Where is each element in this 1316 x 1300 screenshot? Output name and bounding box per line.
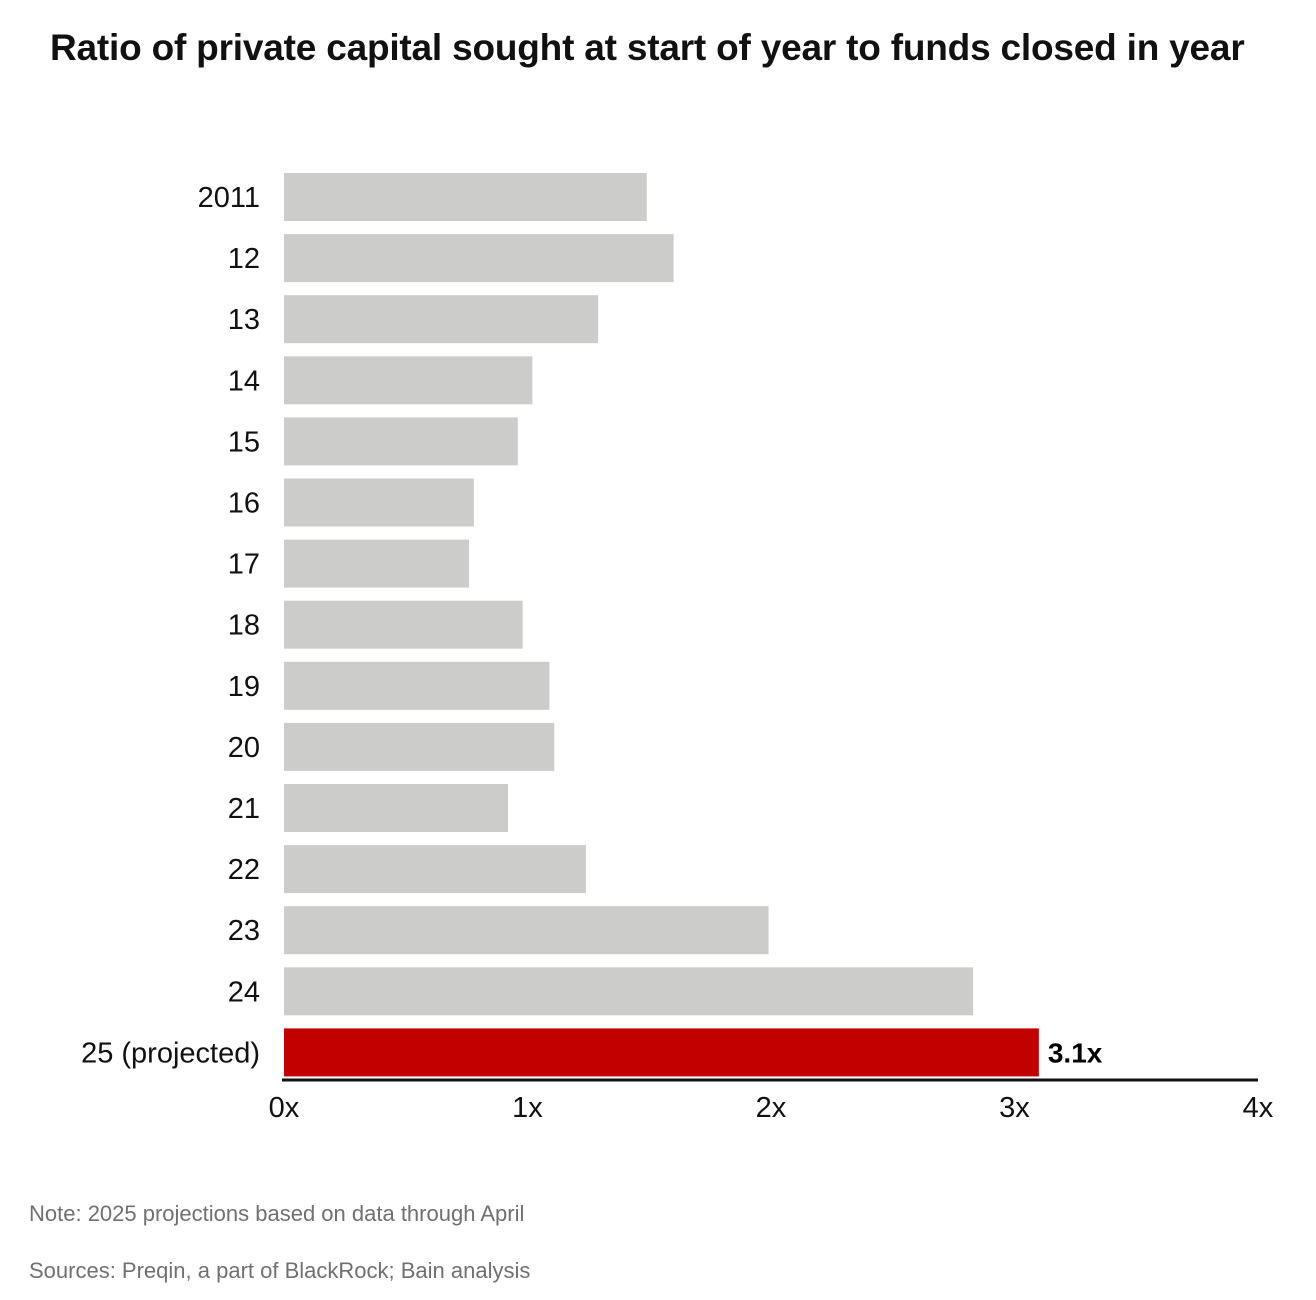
- category-label: 17: [228, 549, 260, 581]
- category-label: 22: [228, 854, 260, 886]
- category-label: 21: [228, 793, 260, 825]
- bar-9: [284, 722, 555, 771]
- category-label: 20: [228, 732, 260, 764]
- x-tick-label: 2x: [756, 1092, 787, 1124]
- category-label: 14: [228, 365, 260, 397]
- bar-0: [284, 173, 647, 221]
- category-label: 12: [228, 243, 260, 275]
- category-label: 24: [228, 976, 260, 1008]
- chart-title: Ratio of private capital sought at start…: [50, 27, 1245, 68]
- category-labels: 2011 12 13 14 15 16 17 18 19 20 21 22 23 24 25 (projec…: [81, 182, 260, 1069]
- data-labels: 3.1x: [1048, 1037, 1103, 1068]
- x-tick-label: 0x: [269, 1092, 300, 1124]
- category-label: 13: [228, 304, 260, 336]
- bar-7: [284, 600, 523, 649]
- bar-3: [284, 356, 533, 405]
- category-label: 15: [228, 426, 260, 458]
- data-label-value: 3.1x: [1048, 1037, 1103, 1068]
- bar-2: [284, 295, 599, 344]
- bar-1: [284, 234, 674, 283]
- bar-10: [284, 784, 509, 832]
- x-tick-label: 3x: [999, 1092, 1030, 1124]
- category-label: 16: [228, 488, 260, 520]
- x-axis-ticks: 0x 1x 2x 3x 4x: [269, 1092, 1274, 1124]
- bar-4: [284, 417, 518, 466]
- bar-6: [284, 539, 470, 588]
- bar-14: [284, 1028, 1039, 1077]
- bar-12: [284, 906, 769, 955]
- x-tick-label: 1x: [512, 1092, 543, 1124]
- bar-11: [284, 845, 586, 894]
- bar-5: [284, 478, 474, 527]
- bar-13: [284, 967, 974, 1016]
- category-label: 25 (projected): [81, 1037, 260, 1069]
- sources-text: Sources: Preqin, a part of BlackRock; Ba…: [29, 1258, 531, 1283]
- category-label: 19: [228, 671, 260, 703]
- category-label: 18: [228, 610, 260, 642]
- note-text: Note: 2025 projections based on data thr…: [29, 1201, 525, 1226]
- bar-8: [284, 661, 550, 710]
- bars-layer: [284, 173, 1039, 1077]
- category-label: 23: [228, 915, 260, 947]
- category-label: 2011: [198, 182, 260, 214]
- x-tick-label: 4x: [1243, 1092, 1274, 1124]
